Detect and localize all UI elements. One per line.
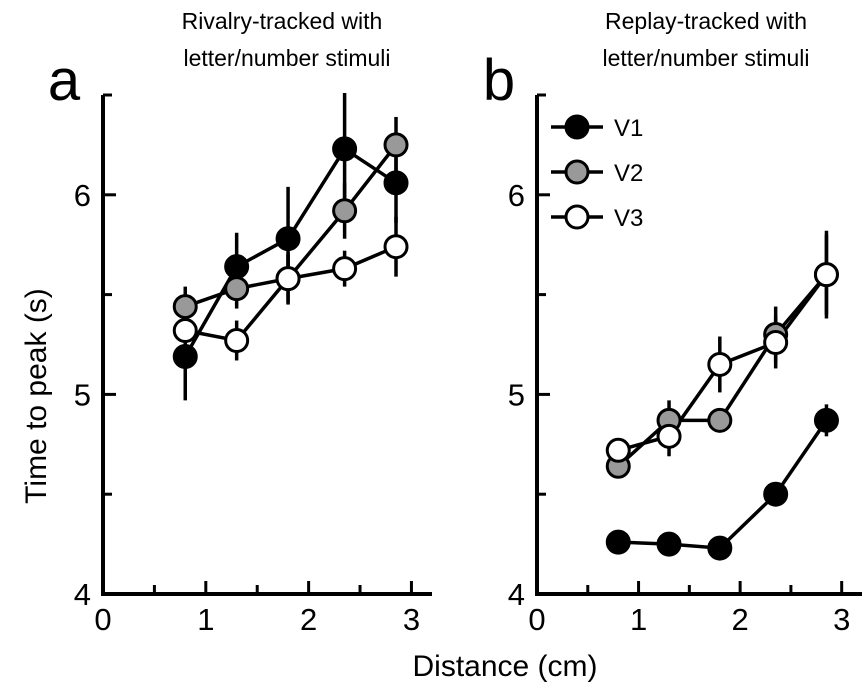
panel-letter-a: a <box>48 48 81 113</box>
data-point-v1 <box>172 343 198 369</box>
x-tick-label: 2 <box>300 602 317 637</box>
data-point-v1 <box>224 254 250 280</box>
panel-b: b Replay-tracked with letter/number stim… <box>483 8 862 637</box>
data-point-v3 <box>332 256 358 282</box>
data-point-v1 <box>707 535 733 561</box>
data-point-v3 <box>275 266 301 292</box>
data-point-v1 <box>813 407 839 433</box>
x-tick-label: 1 <box>630 602 647 637</box>
y-tick-label: 4 <box>508 577 525 612</box>
panel-letter-b: b <box>483 48 515 113</box>
data-point-v2 <box>332 198 358 224</box>
x-tick-label: 3 <box>833 602 850 637</box>
x-tick-label: 2 <box>732 602 749 637</box>
legend-marker-v3 <box>564 204 590 230</box>
y-tick-label: 5 <box>74 377 91 412</box>
x-tick-label: 0 <box>528 602 545 637</box>
data-point-v2 <box>383 132 409 158</box>
data-point-v2 <box>224 276 250 302</box>
legend-label-v2: V2 <box>614 160 643 187</box>
data-point-v1 <box>275 226 301 252</box>
legend-marker-v2 <box>564 159 590 185</box>
data-point-v1 <box>383 170 409 196</box>
data-point-v2 <box>172 294 198 320</box>
panel-a: a Rivalry-tracked with letter/number sti… <box>48 8 432 637</box>
data-point-v1 <box>605 529 631 555</box>
y-tick-label: 5 <box>508 377 525 412</box>
data-point-v3 <box>383 234 409 260</box>
data-point-v2 <box>707 407 733 433</box>
y-tick-label: 6 <box>74 178 91 213</box>
data-point-v3 <box>656 423 682 449</box>
data-point-v1 <box>763 481 789 507</box>
x-tick-label: 3 <box>403 602 420 637</box>
x-tick-label: 1 <box>197 602 214 637</box>
series-line-v1 <box>183 146 397 358</box>
data-point-v3 <box>172 318 198 344</box>
data-point-v1 <box>332 136 358 162</box>
x-tick-label: 0 <box>94 602 111 637</box>
y-axis-label: Time to peak (s) <box>20 288 53 504</box>
y-tick-label: 6 <box>508 178 525 213</box>
y-tick-label: 4 <box>74 577 91 612</box>
panel-a-title-line-2: letter/number stimuli <box>183 45 390 71</box>
panel-b-title-line-2: letter/number stimuli <box>602 45 809 71</box>
data-point-v3 <box>813 262 839 288</box>
legend-label-v1: V1 <box>614 115 643 142</box>
panel-a-title-line-1: Rivalry-tracked with <box>182 8 383 34</box>
data-point-v1 <box>656 531 682 557</box>
legend-marker-v1 <box>564 114 590 140</box>
x-axis-label: Distance (cm) <box>412 650 597 683</box>
series-line-v3 <box>184 245 397 343</box>
data-point-v3 <box>707 351 733 377</box>
panel-b-title-line-1: Replay-tracked with <box>605 8 807 34</box>
legend-label-v3: V3 <box>614 205 643 232</box>
data-point-v3 <box>224 328 250 354</box>
data-point-v3 <box>605 437 631 463</box>
data-point-v3 <box>763 330 789 356</box>
